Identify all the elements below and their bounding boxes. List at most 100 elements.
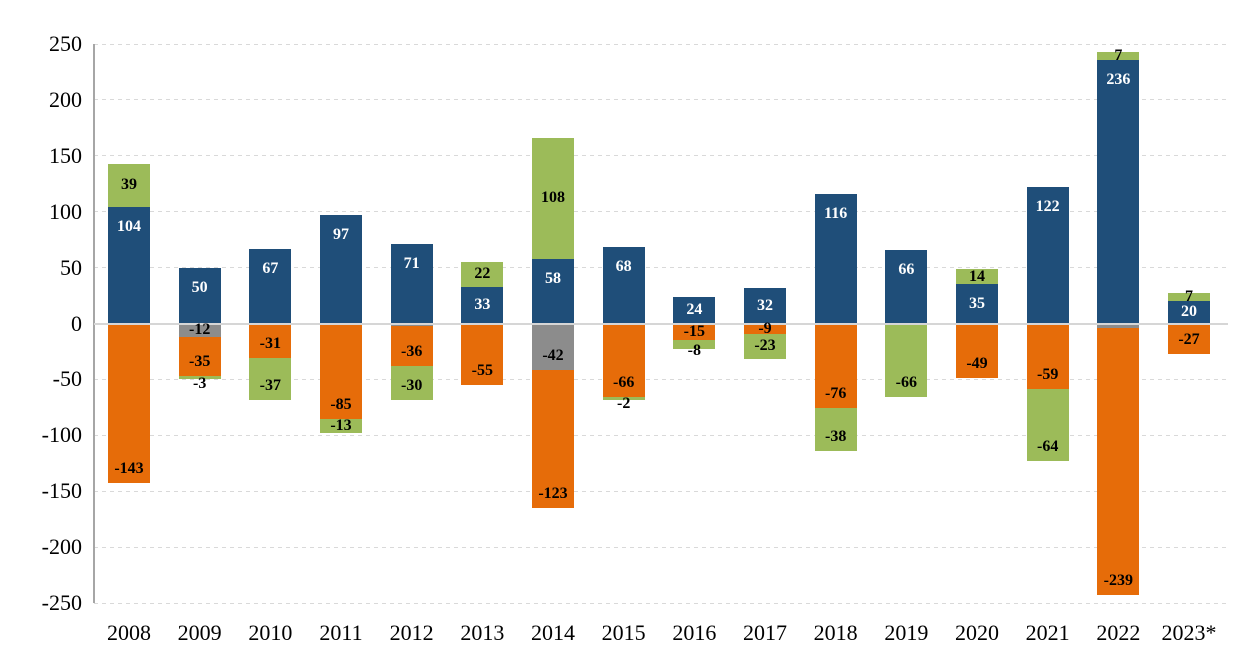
gridline — [94, 211, 1228, 213]
bar-segment-orange — [320, 323, 362, 419]
bar-segment-label: -36 — [400, 342, 423, 360]
bar-segment-label: 20 — [1181, 303, 1197, 321]
x-axis-tick-label: 2019 — [884, 620, 929, 645]
bar-segment-blue — [885, 249, 928, 324]
bar-segment-label: -13 — [330, 416, 352, 434]
bar-segment-blue — [1168, 301, 1210, 324]
y-axis-tick-label: 150 — [49, 142, 82, 168]
bar-segment-orange — [461, 323, 504, 385]
bar-segment-label: 7 — [1114, 46, 1123, 64]
bar-segment-green — [249, 358, 292, 400]
y-axis-tick-label: 250 — [49, 31, 82, 56]
bar-segment-green — [178, 376, 221, 380]
bar-segment-label: -49 — [966, 355, 988, 373]
y-axis-tick-label: -250 — [41, 590, 82, 615]
x-axis-tick-label: 2014 — [531, 620, 575, 645]
x-axis-tick-label: 2009 — [177, 620, 222, 645]
bar-segment-label: -66 — [895, 374, 917, 392]
bar-segment-green — [1097, 51, 1140, 60]
bar-segment-green — [461, 262, 504, 287]
bar-segment-blue — [461, 286, 504, 324]
bar-segment-label: 108 — [541, 189, 565, 207]
gridline — [94, 490, 1228, 492]
bar-segment-blue — [744, 287, 786, 324]
gridline — [94, 267, 1228, 269]
bar-segment-green — [885, 323, 928, 398]
bar-segment-blue — [532, 258, 574, 324]
x-axis-tick-label: 2010 — [248, 620, 293, 645]
bar-segment-green — [814, 408, 857, 451]
bar-segment-label: -85 — [330, 395, 352, 413]
bar-segment-label: -30 — [400, 376, 423, 394]
bar-segment-green — [673, 340, 716, 350]
bar-segment-label: -8 — [687, 341, 701, 359]
bar-segment-green — [1168, 293, 1210, 302]
bar-segment-label: -55 — [471, 361, 493, 379]
y-axis-tick-label: 100 — [49, 198, 82, 224]
x-axis-tick-label: 2012 — [389, 620, 434, 645]
bar-segment-label: -12 — [188, 321, 211, 339]
y-axis-tick-label: -100 — [41, 422, 82, 448]
bar-segment-blue — [956, 284, 998, 324]
bar-segment-label: -64 — [1036, 438, 1059, 455]
gridline — [94, 546, 1228, 548]
bar-segment-label: 122 — [1035, 198, 1060, 216]
x-axis-tick-label: 2016 — [672, 620, 717, 645]
bar-segment-label: -3 — [192, 374, 207, 392]
bar-segment-blue — [390, 244, 433, 324]
gridline — [94, 602, 1228, 604]
bar-segment-label: -143 — [114, 460, 144, 478]
x-axis-tick-label: 2018 — [813, 620, 858, 645]
gridline — [94, 43, 1228, 45]
bar-segment-label: -31 — [259, 335, 281, 353]
bar-segment-label: 58 — [545, 269, 561, 287]
bar-segment-blue — [320, 215, 362, 324]
bar-segment-label: -35 — [188, 353, 211, 371]
x-axis-tick-label: 2011 — [319, 620, 363, 645]
bar-segment-label: 7 — [1185, 288, 1193, 306]
bar-segment-orange — [814, 323, 857, 409]
gridline — [94, 155, 1228, 157]
bar-segment-gray — [532, 323, 574, 371]
bar-segment-label: 67 — [262, 259, 279, 277]
x-axis-tick-label: 2013 — [460, 620, 505, 645]
x-axis-tick-label: 2021 — [1025, 620, 1070, 645]
bar-segment-blue — [1097, 59, 1140, 324]
bar-segment-label: 24 — [686, 301, 703, 319]
bar-segment-label: 22 — [474, 265, 491, 283]
bar-segment-label: -239 — [1103, 572, 1133, 590]
y-axis-tick-label: -50 — [52, 366, 82, 392]
y-axis-tick-label: -150 — [41, 478, 82, 504]
bar-segment-label: 50 — [191, 278, 208, 296]
zero-gridline — [94, 322, 1228, 325]
bar-segment-label: -37 — [259, 376, 281, 394]
bar-segment-blue — [249, 248, 292, 324]
bar-segment-orange — [673, 323, 716, 341]
bar-segment-green — [602, 397, 645, 400]
y-axis-tick-label: 50 — [60, 254, 82, 280]
bar-segment-label: -66 — [612, 374, 635, 392]
gridline — [94, 99, 1228, 101]
bar-segment-orange — [956, 323, 998, 379]
bar-segment-label: -15 — [683, 322, 705, 340]
bar-segment-orange — [178, 336, 221, 377]
bar-segment-orange — [744, 323, 786, 334]
bar-segment-label: -123 — [538, 484, 568, 502]
bar-segment-label: -27 — [1178, 330, 1200, 348]
y-axis-tick-label: -200 — [41, 534, 82, 560]
x-axis-tick-label: 2008 — [107, 620, 151, 645]
bar-segment-label: -2 — [616, 395, 631, 413]
bar-segment-label: 68 — [615, 258, 632, 276]
bar-segment-label: -23 — [754, 337, 776, 355]
bar-segment-blue — [1026, 187, 1069, 324]
bar-segment-orange — [1168, 323, 1210, 354]
bar-segment-orange — [108, 323, 150, 484]
gridline — [94, 434, 1228, 436]
bar-segment-green — [956, 268, 998, 285]
bar-segment-blue — [814, 193, 857, 324]
y-axis-tick-label: 200 — [49, 86, 82, 112]
x-axis-tick-label: 2015 — [601, 620, 646, 645]
bar-segment-green — [108, 163, 150, 208]
